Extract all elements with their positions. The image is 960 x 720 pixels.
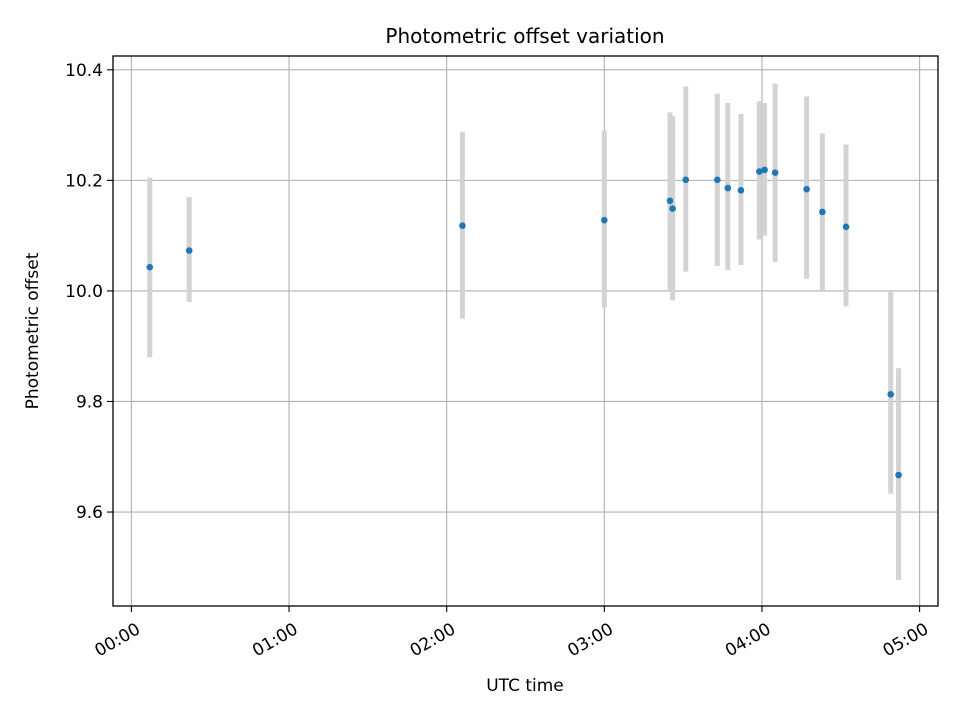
data-point-8 [724, 184, 732, 192]
data-point-4 [666, 197, 674, 205]
data-point-10 [756, 168, 763, 175]
data-point-6 [682, 176, 690, 184]
x-axis-label: UTC time [486, 676, 564, 696]
y-tick-label-0: 9.6 [76, 503, 103, 523]
data-point-0 [146, 263, 154, 271]
y-axis-label: Photometric offset [23, 252, 43, 409]
data-point-9 [737, 187, 745, 194]
data-point-3 [601, 216, 608, 224]
data-point-5 [669, 205, 676, 212]
y-axis-ticks: 9.6 9.8 10.0 10.2 10.4 [65, 61, 113, 523]
data-points [146, 166, 902, 479]
data-point-15 [842, 223, 850, 231]
plot-frame [112, 55, 939, 607]
data-point-16 [887, 390, 895, 398]
data-point-1 [185, 247, 193, 254]
chart-title: Photometric offset variation [385, 24, 664, 48]
data-point-7 [713, 176, 721, 184]
y-tick-label-4: 10.4 [65, 61, 103, 81]
data-point-17 [895, 471, 902, 479]
data-point-14 [819, 208, 826, 216]
data-point-11 [761, 166, 768, 174]
grid-lines [113, 56, 938, 606]
y-tick-label-3: 10.2 [65, 171, 103, 191]
data-point-13 [803, 185, 810, 193]
data-point-2 [459, 222, 466, 229]
data-point-12 [771, 169, 779, 176]
y-tick-label-2: 10.0 [65, 282, 103, 302]
y-tick-label-1: 9.8 [76, 392, 103, 412]
